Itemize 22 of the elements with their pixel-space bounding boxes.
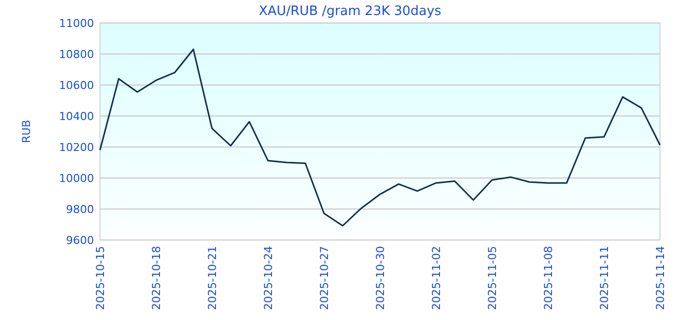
x-tick-label: 2025-11-02	[430, 246, 443, 310]
line-series	[99, 48, 661, 226]
x-tick-label: 2025-10-18	[150, 246, 163, 310]
y-tick-label: 11000	[59, 16, 94, 30]
x-tick-label: 2025-11-05	[486, 246, 499, 310]
x-tick-label: 2025-10-15	[94, 246, 107, 310]
y-axis-title: RUB	[20, 120, 33, 144]
x-tick-label: 2025-10-21	[206, 246, 219, 310]
x-tick-label: 2025-11-14	[654, 246, 667, 310]
x-tick-label: 2025-11-11	[598, 246, 611, 310]
y-tick-label: 9800	[66, 202, 94, 216]
chart-title: XAU/RUB /gram 23K 30days	[258, 4, 442, 19]
y-tick-label: 10600	[59, 78, 94, 92]
x-tick-label: 2025-11-08	[542, 246, 555, 310]
y-tick-label: 9600	[66, 234, 94, 247]
x-tick-label: 2025-10-27	[318, 246, 331, 310]
y-tick-label: 10200	[59, 140, 94, 154]
y-tick-label: 10800	[59, 48, 94, 61]
x-tick-label: 2025-10-30	[374, 246, 387, 310]
y-tick-label: 10000	[59, 172, 94, 185]
x-tick-label: 2025-10-24	[262, 246, 275, 310]
y-tick-label: 10400	[59, 110, 94, 123]
